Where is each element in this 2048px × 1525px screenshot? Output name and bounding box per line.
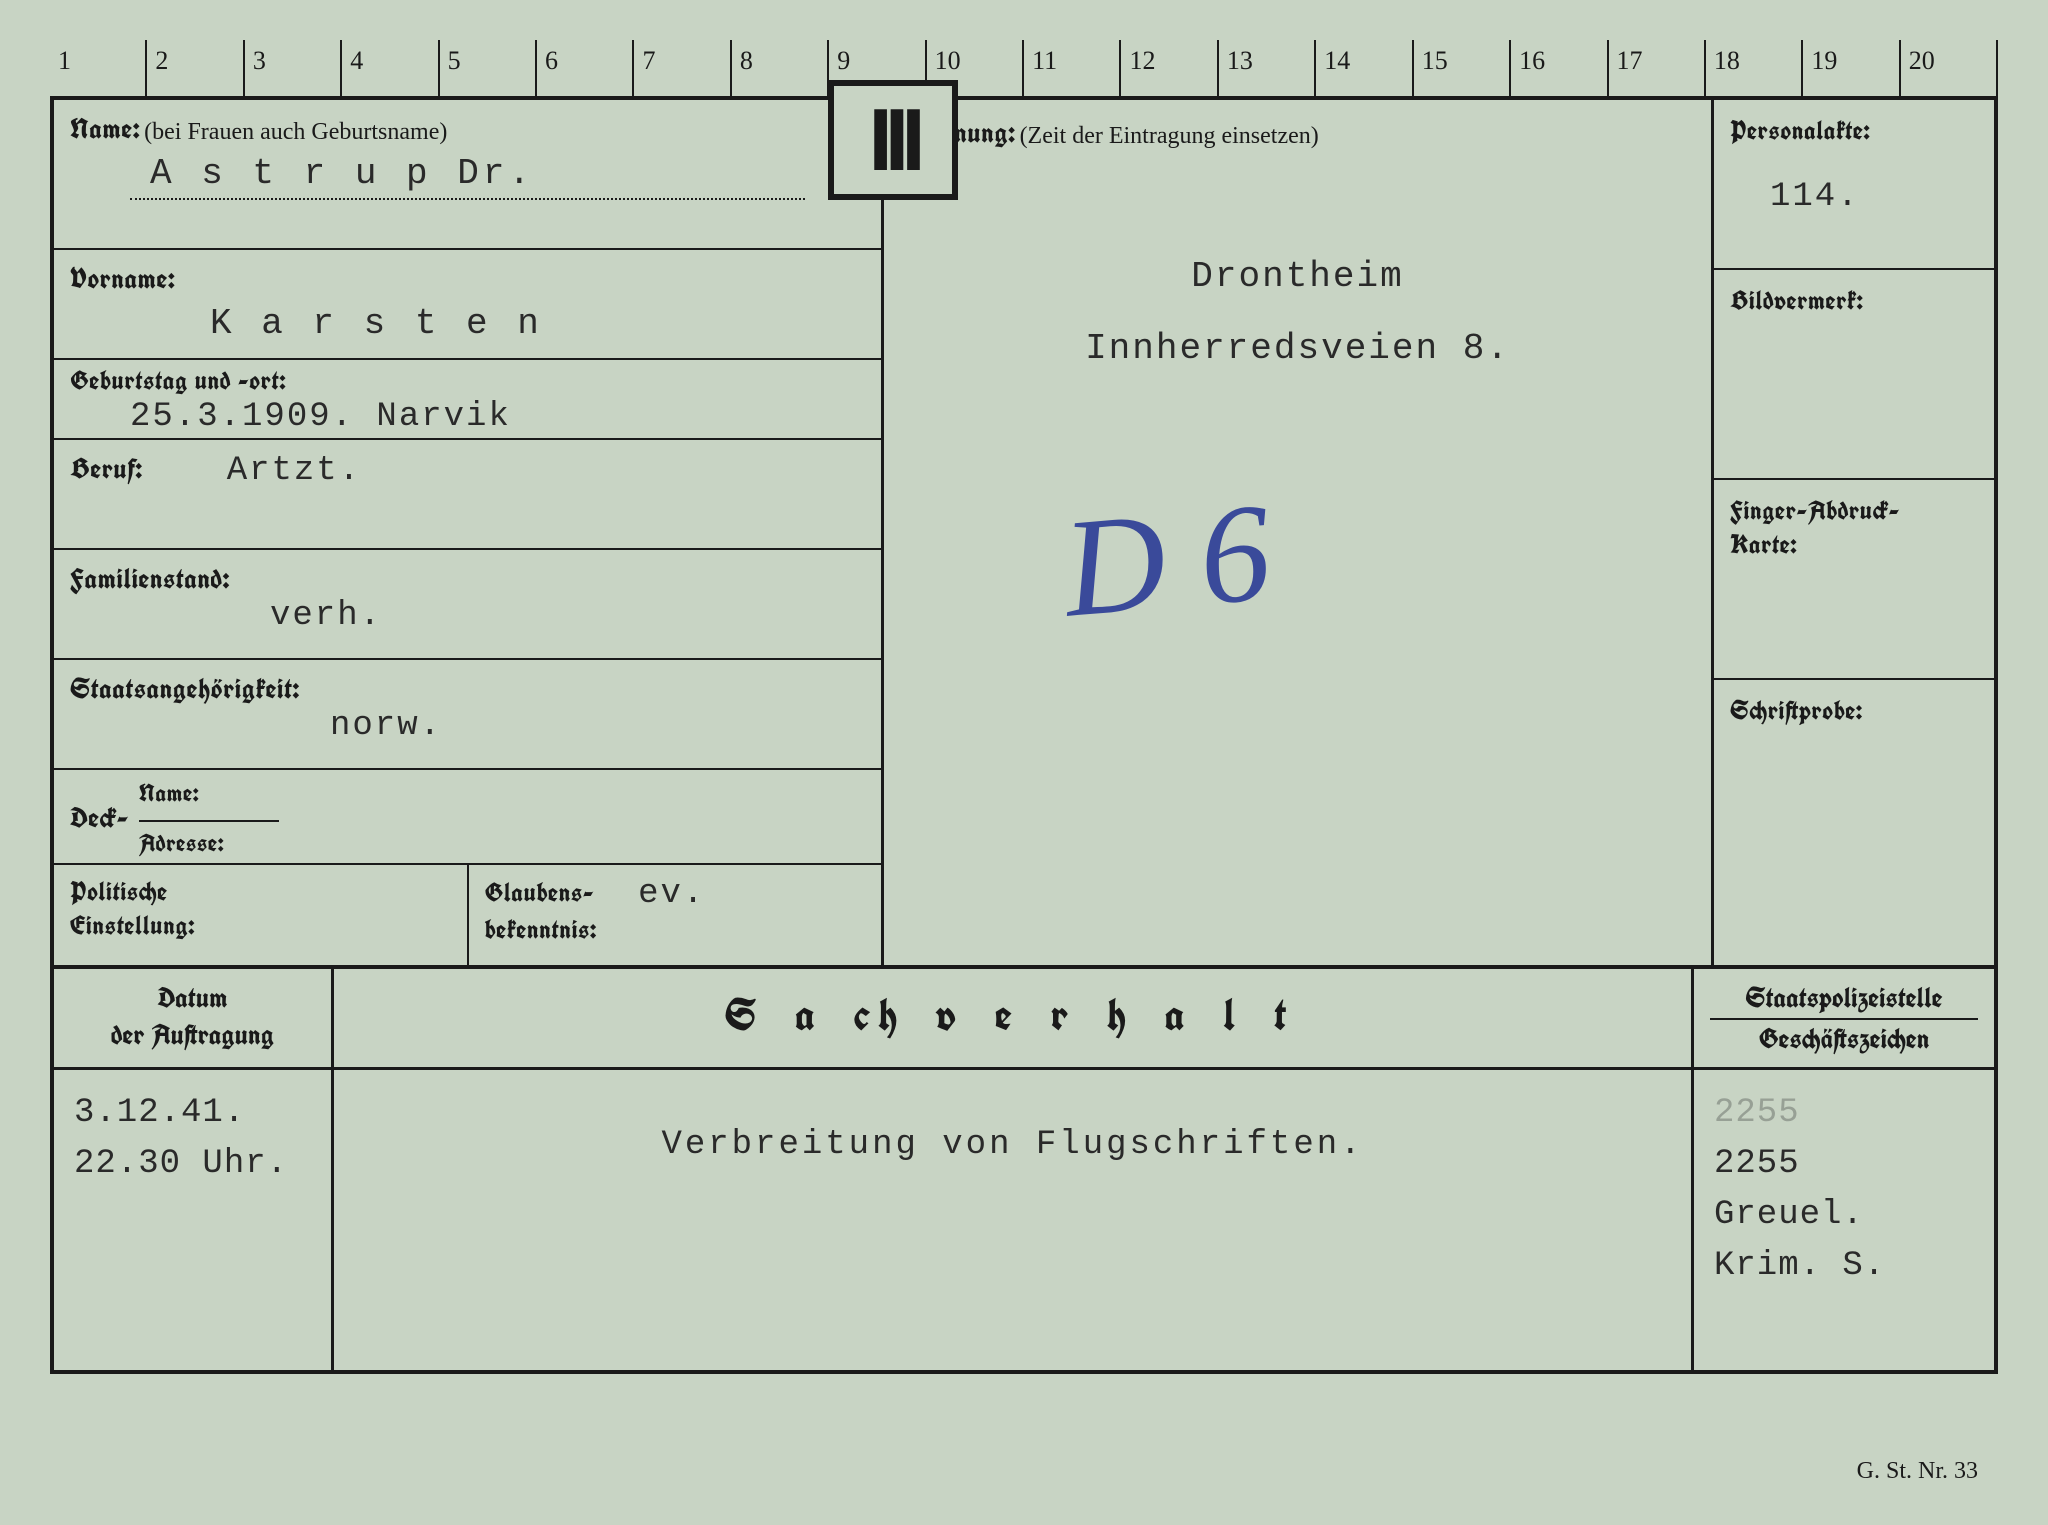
ruler-tick: 18 [1704, 40, 1801, 96]
wohnung-street: Innherredsveien 8. [904, 313, 1691, 385]
datum-cell: 3.12.41. 22.30 Uhr. [54, 1070, 334, 1370]
staats-value2: Greuel. [1714, 1190, 1974, 1241]
glaubens-label: Glaubens- [485, 876, 595, 910]
bottom-body: 3.12.41. 22.30 Uhr. Verbreitung von Flug… [54, 1070, 1994, 1370]
wohnung-field: Wohnung: (Zeit der Eintragung einsetzen)… [884, 100, 1711, 965]
familie-value: verh. [70, 597, 865, 635]
schrift-box: Schriftprobe: [1714, 680, 1994, 855]
ruler-tick: 19 [1801, 40, 1898, 96]
deck-label: Deck- [70, 799, 139, 836]
personalakte-box: Personalakte: 114. [1714, 100, 1994, 270]
ruler-tick: 8 [730, 40, 827, 96]
beruf-value: Artzt. [147, 452, 361, 490]
finger-box: Finger-Abdruck- Karte: [1714, 480, 1994, 680]
glaubens-value: ev. [598, 875, 705, 913]
bildvermerk-box: Bildvermerk: [1714, 270, 1994, 480]
category-box: III [828, 80, 958, 200]
category-roman: III [868, 89, 917, 191]
staats-value1: 2255 [1714, 1139, 1974, 1190]
vorname-value: K a r s t e n [70, 297, 865, 344]
main-grid: Name: (bei Frauen auch Geburtsname) A s … [50, 100, 1998, 969]
sachverhalt-header: S a ch v e r h a l t [334, 969, 1694, 1067]
ruler-tick: 16 [1509, 40, 1606, 96]
beruf-label: Beruf: [70, 450, 143, 487]
ruler-tick: 6 [535, 40, 632, 96]
mid-column: Wohnung: (Zeit der Eintragung einsetzen)… [884, 100, 1714, 965]
staats-label2: Geschäftszeichen [1710, 1020, 1978, 1057]
left-column: Name: (bei Frauen auch Geburtsname) A s … [54, 100, 884, 965]
datum-label2: der Auftragung [70, 1016, 315, 1053]
right-column: Personalakte: 114. Bildvermerk: Finger-A… [1714, 100, 1994, 965]
datum-header: Datum der Auftragung [54, 969, 334, 1067]
geburt-field: Geburtstag und -ort: 25.3.1909. Narvik [54, 360, 881, 440]
bottom-header: Datum der Auftragung S a ch v e r h a l … [54, 969, 1994, 1070]
name-field: Name: (bei Frauen auch Geburtsname) A s … [54, 100, 881, 250]
sachverhalt-cell: Verbreitung von Flugschriften. [334, 1070, 1694, 1370]
politisch-field: Politische Einstellung: [54, 865, 469, 965]
bildvermerk-label: Bildvermerk: [1730, 284, 1978, 318]
politisch-label: Politische [70, 875, 451, 909]
vorname-field: Vorname: K a r s t e n [54, 250, 881, 360]
record-card: 1 2 3 4 5 6 7 8 9 10 11 12 13 14 15 16 1… [0, 0, 2048, 1525]
deck-field: Deck- Name: Adresse: [54, 770, 881, 865]
datum-label1: Datum [70, 979, 315, 1016]
ruler-tick: 12 [1119, 40, 1216, 96]
staats-field: Staatsangehörigkeit: norw. [54, 660, 881, 770]
name-value: A s t r u p Dr. [70, 147, 865, 194]
name-label: Name: [70, 110, 140, 147]
staatspolizei-header: Staatspolizeistelle Geschäftszeichen [1694, 969, 1994, 1067]
ruler-tick: 15 [1412, 40, 1509, 96]
name-sublabel: (bei Frauen auch Geburtsname) [144, 119, 447, 145]
ruler-tick: 14 [1314, 40, 1411, 96]
deck-adresse-label: Adresse: [139, 827, 279, 859]
bottom-section: Datum der Auftragung S a ch v e r h a l … [50, 969, 1998, 1374]
staats-value3: Krim. S. [1714, 1241, 1974, 1292]
ruler-tick: 4 [340, 40, 437, 96]
personalakte-label: Personalakte: [1730, 114, 1978, 148]
staats-value-faint: 2255 [1714, 1088, 1974, 1139]
staats-value: norw. [70, 707, 865, 745]
ruler-tick: 17 [1607, 40, 1704, 96]
glaubens-label2: bekenntnis: [485, 913, 866, 947]
datum-value2: 22.30 Uhr. [74, 1139, 311, 1190]
staats-label1: Staatspolizeistelle [1710, 979, 1978, 1020]
ruler-tick: 7 [632, 40, 729, 96]
politisch-glaubens-row: Politische Einstellung: Glaubens- ev. be… [54, 865, 881, 965]
wohnung-sublabel: (Zeit der Eintragung einsetzen) [1020, 123, 1319, 149]
ruler-tick: 2 [145, 40, 242, 96]
ruler-tick: 3 [243, 40, 340, 96]
datum-value1: 3.12.41. [74, 1088, 311, 1139]
schrift-label: Schriftprobe: [1730, 694, 1978, 728]
staats-label: Staatsangehörigkeit: [70, 670, 865, 707]
handwritten-annotation: D 6 [1057, 471, 1276, 649]
beruf-field: Beruf: Artzt. [54, 440, 881, 550]
sach-value: Verbreitung von Flugschriften. [354, 1120, 1671, 1171]
familie-label: Familienstand: [70, 560, 865, 597]
geburt-label: Geburtstag und -ort: [70, 364, 511, 398]
ruler-tick: 11 [1022, 40, 1119, 96]
familie-field: Familienstand: verh. [54, 550, 881, 660]
form-number: G. St. Nr. 33 [1857, 1458, 1978, 1485]
politisch-label2: Einstellung: [70, 909, 451, 943]
wohnung-city: Drontheim [904, 241, 1691, 313]
ruler-tick: 20 [1899, 40, 1998, 96]
ruler-scale: 1 2 3 4 5 6 7 8 9 10 11 12 13 14 15 16 1… [50, 40, 1998, 100]
finger-label2: Karte: [1730, 528, 1978, 562]
geburt-value: 25.3.1909. Narvik [70, 398, 511, 436]
ruler-tick: 1 [50, 40, 145, 96]
vorname-label: Vorname: [70, 260, 865, 297]
finger-label1: Finger-Abdruck- [1730, 494, 1978, 528]
deck-name-label: Name: [139, 777, 279, 809]
ruler-tick: 5 [438, 40, 535, 96]
ruler-tick: 13 [1217, 40, 1314, 96]
personalakte-value: 114. [1730, 148, 1978, 216]
staatspolizei-cell: 2255 2255 Greuel. Krim. S. [1694, 1070, 1994, 1370]
glaubens-field: Glaubens- ev. bekenntnis: [469, 865, 882, 965]
